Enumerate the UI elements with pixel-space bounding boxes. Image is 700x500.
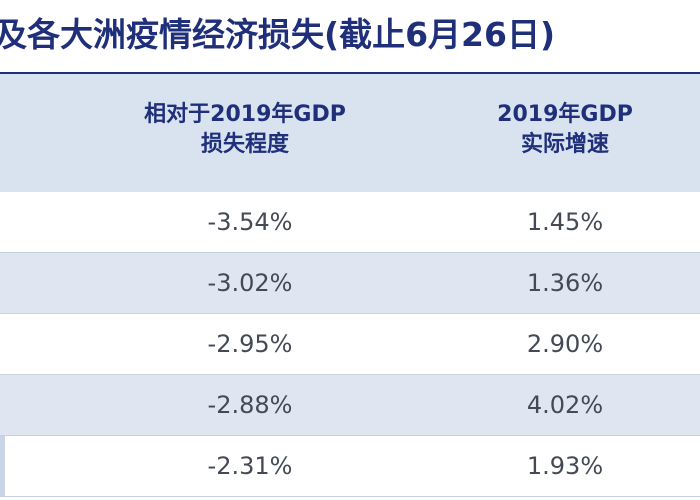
- gdp-loss-cell: -2.95%: [207, 330, 293, 358]
- cropped-row-marker: [0, 436, 5, 496]
- column-header-gdp-loss-line2: 损失程度: [200, 132, 289, 157]
- column-header-gdp-growth: 2019年GDP 实际增速: [455, 100, 675, 160]
- table-row: -2.31% 1.93%: [0, 436, 700, 497]
- gdp-loss-cell: -3.54%: [207, 208, 293, 236]
- table-row: -3.02% 1.36%: [0, 253, 700, 314]
- table-header: 相对于2019年GDP 损失程度 2019年GDP 实际增速: [0, 72, 700, 192]
- gdp-growth-cell: 1.36%: [526, 269, 604, 297]
- table-row: -3.54% 1.45%: [0, 192, 700, 253]
- gdp-loss-cell: -2.31%: [207, 452, 293, 480]
- table-row: -2.95% 2.90%: [0, 314, 700, 375]
- column-header-gdp-growth-line1: 2019年GDP: [497, 102, 633, 127]
- column-header-gdp-loss-line1: 相对于2019年GDP: [144, 102, 346, 127]
- table-row: -2.88% 4.02%: [0, 375, 700, 436]
- table-body: -3.54% 1.45% -3.02% 1.36% -2.95% 2.90% -…: [0, 192, 700, 497]
- gdp-loss-cell: -3.02%: [207, 269, 293, 297]
- gdp-growth-cell: 4.02%: [526, 391, 604, 419]
- gdp-growth-cell: 1.93%: [526, 452, 604, 480]
- column-header-gdp-growth-line2: 实际增速: [520, 132, 609, 157]
- gdp-loss-cell: -2.88%: [207, 391, 293, 419]
- gdp-growth-cell: 1.45%: [526, 208, 604, 236]
- gdp-growth-cell: 2.90%: [526, 330, 604, 358]
- column-header-gdp-loss: 相对于2019年GDP 损失程度: [115, 100, 375, 160]
- table-title: 及各大洲疫情经济损失(截止6月26日): [0, 0, 700, 70]
